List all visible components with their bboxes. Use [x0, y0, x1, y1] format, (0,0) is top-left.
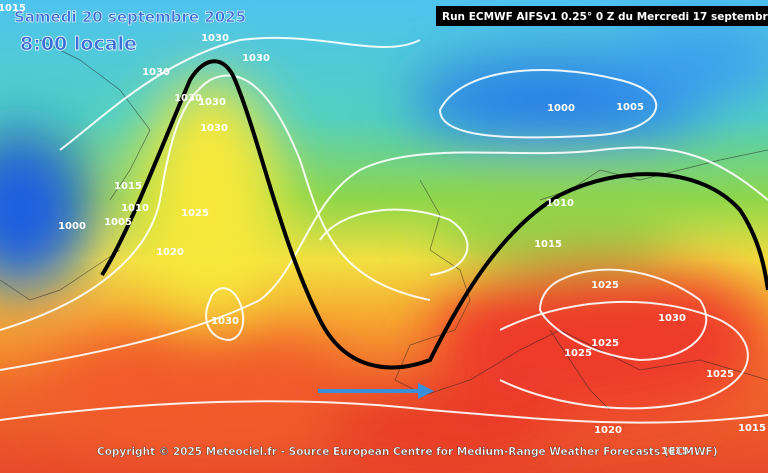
isobar-label: 1000	[547, 103, 575, 114]
isobar-label: 1000	[58, 221, 86, 232]
isobar-label: 1025	[591, 280, 619, 291]
isobar-label: 1005	[616, 102, 644, 113]
date: Samedi 20 septembre 2025	[14, 8, 246, 26]
isobar-label: 1015	[534, 239, 562, 250]
isobar-label: 1025	[564, 348, 592, 359]
isobar-label: 1010	[121, 203, 149, 214]
isobars	[0, 36, 768, 424]
isobar-labels: 1015 1030 1030 1030 1030 1030 1030 1000 …	[0, 3, 766, 457]
isobar-label: 1030	[211, 316, 239, 327]
isobar-label: 1030	[658, 313, 686, 324]
isobar-label: 1030	[174, 93, 202, 104]
isobar-label: 1030	[201, 33, 229, 44]
run-info: Run ECMWF AIFSv1 0.25° 0 Z du Mercredi 1…	[442, 11, 768, 23]
isobar-label: 1025	[591, 338, 619, 349]
isobar-label: 1015	[0, 3, 26, 14]
isobar-label: 1030	[242, 53, 270, 64]
isobar-label: 1025	[706, 369, 734, 380]
jet-stream	[100, 59, 768, 370]
isobar-label: 1030	[198, 97, 226, 108]
isobar-label: 1015	[661, 446, 689, 457]
copyright: Copyright © 2025 Meteociel.fr - Source E…	[97, 446, 718, 458]
run-box	[436, 6, 768, 26]
isobar-label: 1030	[200, 123, 228, 134]
isobar-label: 1030	[142, 67, 170, 78]
arrow	[318, 383, 434, 399]
time: 8:00 locale	[20, 33, 137, 55]
isobar-label: 1020	[594, 425, 622, 436]
isobar-label: 1015	[738, 423, 766, 434]
isobar-label: 1020	[156, 247, 184, 258]
isobar-label: 1015	[114, 181, 142, 192]
isobar-label: 1025	[181, 208, 209, 219]
isobar-label: 1010	[546, 198, 574, 209]
isobar-label: 1005	[104, 217, 132, 228]
